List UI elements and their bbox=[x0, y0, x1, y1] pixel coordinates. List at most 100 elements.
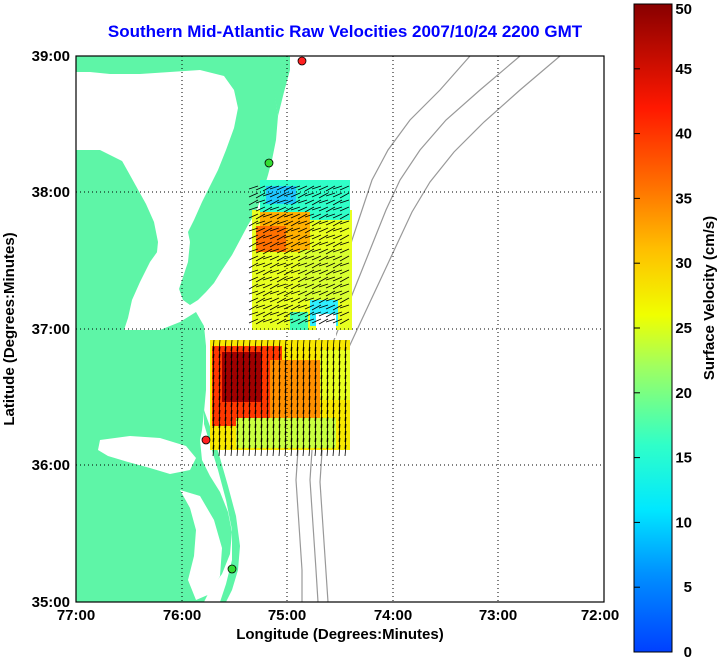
velocity-vector bbox=[332, 283, 343, 290]
velocity-vector bbox=[332, 353, 335, 366]
station-marker bbox=[227, 564, 237, 574]
velocity-vector bbox=[332, 381, 335, 394]
velocity-vector bbox=[339, 290, 350, 296]
velocity-vector bbox=[325, 234, 336, 239]
velocity-vector bbox=[269, 241, 280, 248]
x-tick-label: 74:00 bbox=[374, 607, 412, 624]
velocity-vector bbox=[276, 192, 287, 199]
velocity-vector bbox=[339, 227, 350, 233]
velocity-vector bbox=[278, 416, 281, 429]
velocity-vector bbox=[339, 241, 350, 246]
velocity-vector bbox=[262, 241, 273, 247]
velocity-vector bbox=[283, 283, 294, 289]
velocity-vector bbox=[297, 318, 308, 325]
velocity-vector bbox=[248, 290, 259, 295]
velocity-vector bbox=[332, 192, 343, 198]
pamlico-sound bbox=[180, 490, 222, 600]
velocity-vector bbox=[236, 402, 239, 415]
y-axis: 39:00 38:00 37:00 36:00 35:00 Latitude (… bbox=[1, 48, 70, 611]
velocity-vector bbox=[296, 346, 299, 359]
velocity-vector bbox=[242, 423, 245, 436]
velocity-vector bbox=[332, 262, 343, 269]
velocity-vector bbox=[318, 199, 329, 204]
velocity-vector bbox=[255, 318, 266, 325]
velocity-vector bbox=[262, 227, 273, 234]
velocity-vector bbox=[338, 444, 341, 457]
velocity-vector bbox=[339, 304, 350, 309]
velocity-vector bbox=[318, 318, 329, 325]
velocity-vector bbox=[290, 276, 301, 282]
velocity-vector bbox=[278, 339, 281, 352]
velocity-vector bbox=[290, 402, 293, 415]
land-eastern-shore bbox=[268, 56, 290, 116]
velocity-vector bbox=[338, 339, 341, 352]
velocity-vector bbox=[332, 297, 343, 303]
velocity-vector bbox=[276, 255, 287, 262]
velocity-vector bbox=[242, 402, 245, 415]
velocity-vector bbox=[314, 353, 317, 366]
velocity-vector bbox=[272, 374, 275, 387]
velocity-vector bbox=[262, 248, 273, 255]
velocity-vector bbox=[290, 367, 293, 380]
velocity-vector bbox=[326, 430, 329, 443]
velocity-vector bbox=[218, 339, 221, 352]
velocity-vector bbox=[284, 402, 287, 415]
velocity-vector bbox=[284, 437, 287, 450]
velocity-vector bbox=[218, 388, 221, 401]
velocity-vector bbox=[308, 409, 311, 422]
velocity-vector bbox=[212, 444, 215, 457]
velocity-vector bbox=[290, 318, 301, 324]
y-tick-label: 35:00 bbox=[32, 594, 70, 611]
velocity-vector bbox=[332, 269, 343, 274]
velocity-vector bbox=[248, 416, 251, 429]
velocity-vector bbox=[255, 276, 266, 283]
velocity-vector bbox=[290, 206, 301, 211]
velocity-vector bbox=[314, 388, 317, 401]
plot-frame bbox=[75, 55, 605, 603]
velocity-vector bbox=[290, 388, 293, 401]
velocity-vector bbox=[254, 423, 257, 436]
velocity-vector bbox=[297, 199, 308, 204]
velocity-vector bbox=[304, 234, 315, 239]
colorbar-tick-label: 10 bbox=[675, 514, 692, 531]
velocity-vector bbox=[276, 276, 287, 283]
velocity-vector bbox=[262, 234, 273, 239]
velocity-vector bbox=[290, 416, 293, 429]
velocity-vector bbox=[242, 388, 245, 401]
velocity-vector bbox=[262, 213, 273, 218]
velocity-vector bbox=[344, 360, 347, 373]
velocity-vector bbox=[248, 304, 259, 311]
velocity-vector bbox=[266, 374, 269, 387]
velocity-vector bbox=[308, 346, 311, 359]
velocity-vector bbox=[266, 437, 269, 450]
velocity-vector bbox=[255, 192, 266, 199]
velocity-vector bbox=[283, 241, 294, 247]
velocity-vector bbox=[272, 367, 275, 380]
velocity-vector bbox=[262, 318, 273, 323]
velocity-vector bbox=[332, 304, 343, 311]
velocity-vector bbox=[311, 283, 322, 290]
velocity-vector bbox=[218, 346, 221, 359]
velocity-vector bbox=[255, 262, 266, 267]
velocity-vector bbox=[290, 395, 293, 408]
velocity-vector bbox=[290, 374, 293, 387]
velocity-vector bbox=[262, 290, 273, 297]
velocity-vector bbox=[224, 360, 227, 373]
velocity-vector bbox=[314, 381, 317, 394]
velocity-vector bbox=[236, 409, 239, 422]
velocity-vector bbox=[302, 423, 305, 436]
velocity-vector bbox=[314, 409, 317, 422]
velocity-vector bbox=[332, 185, 343, 190]
velocity-vector bbox=[304, 206, 315, 213]
velocity-vector bbox=[272, 339, 275, 352]
velocity-vector bbox=[254, 346, 257, 359]
velocity-vector bbox=[262, 255, 273, 260]
velocity-vector bbox=[297, 248, 308, 254]
velocity-vector bbox=[296, 381, 299, 394]
velocity-vector bbox=[314, 374, 317, 387]
velocity-vector bbox=[302, 395, 305, 408]
velocity-vector bbox=[344, 423, 347, 436]
velocity-vector bbox=[269, 213, 280, 219]
velocity-vector bbox=[302, 381, 305, 394]
velocity-vector bbox=[304, 192, 315, 197]
